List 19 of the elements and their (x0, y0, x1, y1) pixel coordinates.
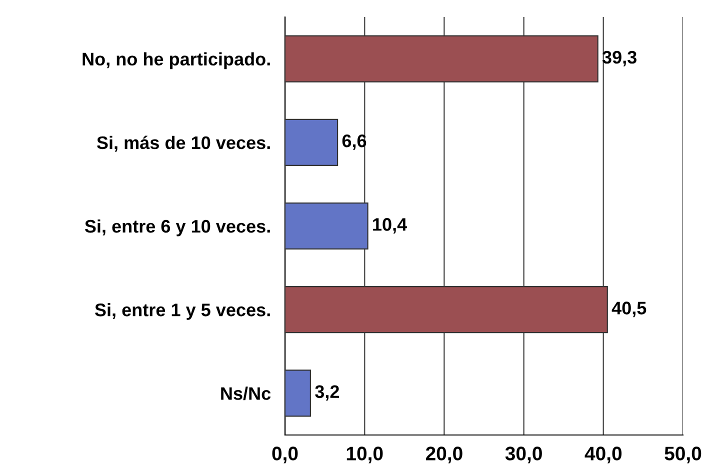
data-label: 3,2 (315, 385, 340, 401)
x-tick-label: 10,0 (346, 446, 383, 464)
y-tick-label: Si, más de 10 veces. (96, 136, 270, 152)
y-tick-label: Si, entre 1 y 5 veces. (94, 303, 270, 320)
x-tick-label: 30,0 (505, 446, 542, 464)
bar (285, 35, 598, 82)
y-tick-label: No, no he participado. (82, 52, 270, 70)
x-tick-label: 20,0 (426, 446, 462, 464)
bar (285, 286, 608, 334)
bar (285, 118, 338, 166)
bar (285, 202, 368, 250)
data-label: 40,5 (612, 302, 646, 318)
x-tick-label: 50,0 (664, 446, 702, 464)
data-label: 10,4 (373, 218, 407, 234)
x-tick-label: 40,0 (584, 446, 622, 464)
y-tick-label: Ns/Nc (221, 386, 271, 400)
x-tick-label: 0,0 (272, 446, 298, 464)
y-tick-label: Si, entre 6 y 10 veces. (84, 219, 270, 236)
bar (285, 370, 312, 417)
